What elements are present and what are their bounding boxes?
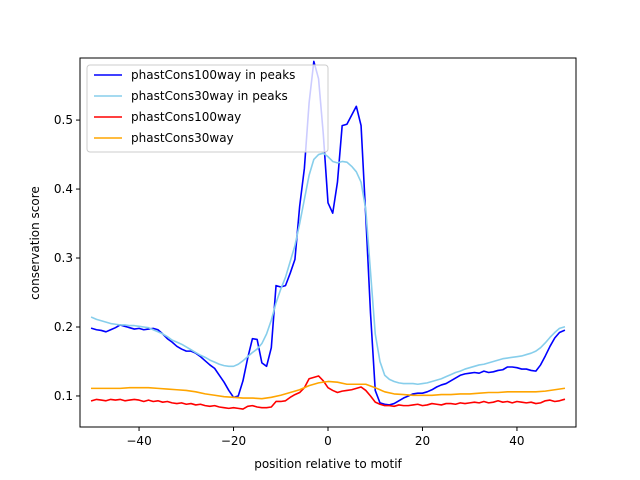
legend-label-2: phastCons100way xyxy=(131,110,241,124)
legend-label-1: phastCons30way in peaks xyxy=(131,89,288,103)
series-line-3 xyxy=(91,380,566,400)
x-axis-label: position relative to motif xyxy=(254,457,402,471)
series-line-1 xyxy=(90,152,566,386)
x-tick-label: 0 xyxy=(324,434,332,448)
y-axis-label: conservation score xyxy=(28,186,42,300)
y-tick-label: 0.3 xyxy=(54,251,73,265)
x-tick-label: 20 xyxy=(415,434,430,448)
x-tick-label: 40 xyxy=(509,434,524,448)
series-line-0 xyxy=(90,60,566,406)
x-axis: −40 −20 0 20 40 xyxy=(126,427,525,448)
legend: phastCons100way in peaks phastCons30way i… xyxy=(86,64,329,153)
y-tick-label: 0.1 xyxy=(54,389,73,403)
y-axis: 0.1 0.2 0.3 0.4 0.5 xyxy=(54,113,80,403)
x-tick-label: −40 xyxy=(126,434,151,448)
series-layer xyxy=(90,60,566,410)
legend-label-3: phastCons30way xyxy=(131,131,234,145)
y-tick-label: 0.2 xyxy=(54,320,73,334)
y-tick-label: 0.5 xyxy=(54,113,73,127)
series-line-2 xyxy=(90,375,566,410)
y-tick-label: 0.4 xyxy=(54,182,73,196)
legend-box xyxy=(86,64,329,153)
legend-label-0: phastCons100way in peaks xyxy=(131,68,295,82)
x-tick-label: −20 xyxy=(221,434,246,448)
